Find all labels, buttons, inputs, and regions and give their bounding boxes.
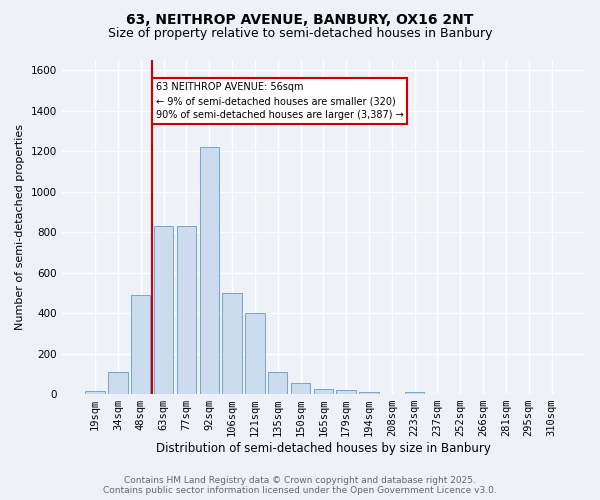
Bar xyxy=(291,383,310,394)
Text: 63 NEITHROP AVENUE: 56sqm
← 9% of semi-detached houses are smaller (320)
90% of : 63 NEITHROP AVENUE: 56sqm ← 9% of semi-d… xyxy=(155,82,403,120)
Bar xyxy=(223,293,242,394)
Text: Contains HM Land Registry data © Crown copyright and database right 2025.
Contai: Contains HM Land Registry data © Crown c… xyxy=(103,476,497,495)
Y-axis label: Number of semi-detached properties: Number of semi-detached properties xyxy=(15,124,25,330)
Bar xyxy=(177,226,196,394)
Text: Size of property relative to semi-detached houses in Banbury: Size of property relative to semi-detach… xyxy=(108,28,492,40)
Bar xyxy=(359,392,379,394)
Bar xyxy=(108,372,128,394)
Bar xyxy=(154,226,173,394)
Bar xyxy=(85,391,105,394)
Bar xyxy=(268,372,287,394)
Bar xyxy=(131,295,151,394)
Bar xyxy=(337,390,356,394)
Bar xyxy=(314,389,333,394)
Text: 63, NEITHROP AVENUE, BANBURY, OX16 2NT: 63, NEITHROP AVENUE, BANBURY, OX16 2NT xyxy=(127,12,473,26)
Bar xyxy=(200,147,219,394)
Bar xyxy=(405,392,424,394)
X-axis label: Distribution of semi-detached houses by size in Banbury: Distribution of semi-detached houses by … xyxy=(156,442,491,455)
Bar xyxy=(245,313,265,394)
